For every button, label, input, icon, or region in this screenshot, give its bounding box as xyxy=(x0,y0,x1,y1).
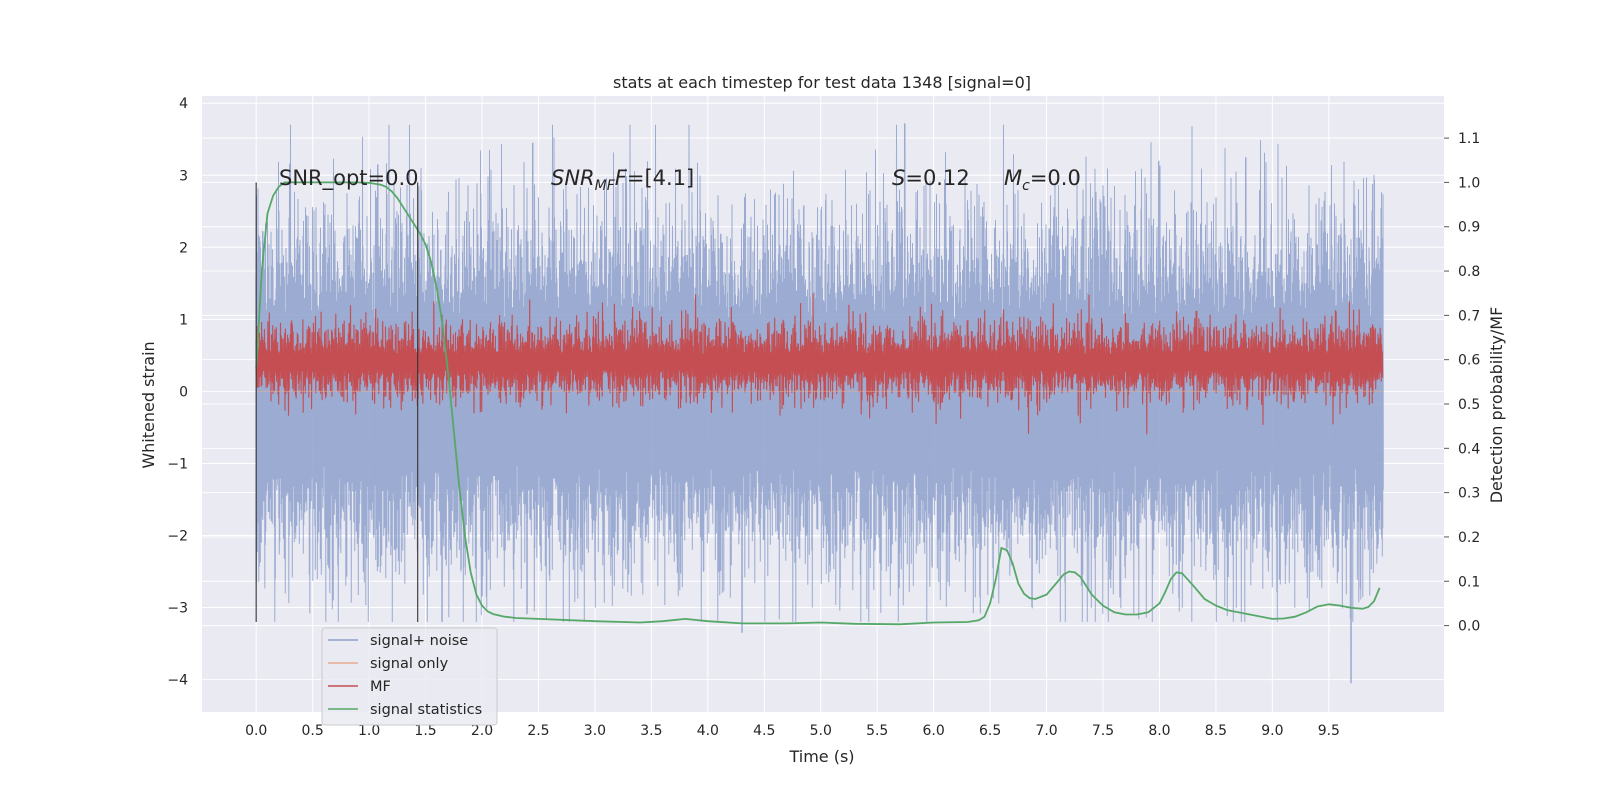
x-tick-label: 4.0 xyxy=(697,723,719,739)
y-tick-label: 0 xyxy=(179,384,188,400)
x-tick-label: 7.5 xyxy=(1092,723,1114,739)
legend-box xyxy=(321,627,498,726)
y2-tick-label: 0.7 xyxy=(1458,308,1480,324)
x-tick-label: 6.0 xyxy=(923,723,945,739)
y2-axis-label: Detection probability/MF xyxy=(1487,307,1506,504)
y2-tick-label: 0.3 xyxy=(1458,486,1480,502)
y2-tick-label: 0.0 xyxy=(1458,619,1480,635)
y2-tick-label: 0.6 xyxy=(1458,353,1480,369)
annotation-snr-mf: SNRMFF=[4.1] xyxy=(551,166,694,194)
y2-tick-label: 0.2 xyxy=(1458,530,1480,546)
x-tick-label: 3.0 xyxy=(584,723,606,739)
series-signal-noise xyxy=(255,123,1384,684)
mf-trace xyxy=(255,293,1384,435)
y2-tick-label: 0.5 xyxy=(1458,397,1480,413)
legend-label-signal-only: signal only xyxy=(370,656,449,672)
y-tick-label: −4 xyxy=(167,673,188,689)
legend: signal+ noise signal only MF signal stat… xyxy=(321,627,498,726)
y2-tick-label: 0.4 xyxy=(1458,441,1480,457)
y-tick-label: −1 xyxy=(167,456,188,472)
y2-tick-label: 1.0 xyxy=(1458,175,1480,191)
series-mf xyxy=(255,293,1384,435)
legend-label-mf: MF xyxy=(370,679,391,695)
y-tick-label: 2 xyxy=(179,240,188,256)
legend-label-signal-statistics: signal statistics xyxy=(370,702,482,718)
x-tick-label: 4.5 xyxy=(753,723,775,739)
y-axis-label: Whitened strain xyxy=(139,341,158,468)
x-tick-label: 8.5 xyxy=(1205,723,1227,739)
y-tick-label: −3 xyxy=(167,601,188,617)
annotation-s-value: =0.12 xyxy=(905,166,969,190)
y2-tick-label: 0.9 xyxy=(1458,220,1480,236)
x-tick-label: 0.5 xyxy=(302,723,324,739)
x-tick-label: 2.5 xyxy=(527,723,549,739)
y-tick-label: −2 xyxy=(167,528,188,544)
y-tick-label: 1 xyxy=(179,312,188,328)
x-tick-label: 5.5 xyxy=(866,723,888,739)
y-tick-label: 3 xyxy=(179,168,188,184)
annotations: SNR_opt=0.0 SNRMFF=[4.1] S=0.12 Mc=0.0 xyxy=(279,166,1081,194)
annotation-mc-sub: c xyxy=(1022,178,1030,194)
signal-statistics-trace xyxy=(255,181,1381,626)
y2-tick-label: 1.1 xyxy=(1458,131,1480,147)
y2-tick-label: 0.1 xyxy=(1458,574,1480,590)
y-tick-label: 4 xyxy=(179,96,188,112)
x-tick-label: 2.0 xyxy=(471,723,493,739)
annotation-s: S=0.12 xyxy=(892,166,970,190)
x-tick-label: 8.0 xyxy=(1148,723,1170,739)
chart-title: stats at each timestep for test data 134… xyxy=(613,73,1031,92)
annotation-mc-main: M xyxy=(1004,166,1022,190)
x-tick-label: 1.0 xyxy=(358,723,380,739)
vertical-markers xyxy=(255,182,419,622)
annotation-snr-opt: SNR_opt=0.0 xyxy=(279,166,419,191)
x-tick-label: 1.5 xyxy=(414,723,436,739)
axis-ticks: 0.0 0.5 1.0 1.5 2.0 2.5 3.0 3.5 4.0 4.5 5.0 5.5 6.0 6… xyxy=(167,96,1480,739)
x-tick-label: 9.5 xyxy=(1318,723,1340,739)
annotation-mc: Mc=0.0 xyxy=(1004,166,1081,194)
series-signal-statistics xyxy=(255,181,1381,626)
x-tick-label: 5.0 xyxy=(810,723,832,739)
annotation-snr-mf-f: F xyxy=(615,166,628,190)
annotation-snr-mf-main: SNR xyxy=(551,166,595,190)
x-axis-label: Time (s) xyxy=(788,747,854,766)
x-tick-label: 6.5 xyxy=(979,723,1001,739)
annotation-s-main: S xyxy=(892,166,905,190)
x-tick-label: 7.0 xyxy=(1035,723,1057,739)
annotation-snr-mf-sub: MF xyxy=(595,178,616,194)
legend-label-signal-noise: signal+ noise xyxy=(370,633,468,649)
y2-tick-label: 0.8 xyxy=(1458,264,1480,280)
signal-noise-trace xyxy=(255,123,1384,684)
x-tick-label: 3.5 xyxy=(640,723,662,739)
annotation-mc-value: =0.0 xyxy=(1030,166,1081,190)
x-tick-label: 9.0 xyxy=(1261,723,1283,739)
annotation-snr-mf-value: =[4.1] xyxy=(627,166,694,190)
x-tick-label: 0.0 xyxy=(245,723,267,739)
